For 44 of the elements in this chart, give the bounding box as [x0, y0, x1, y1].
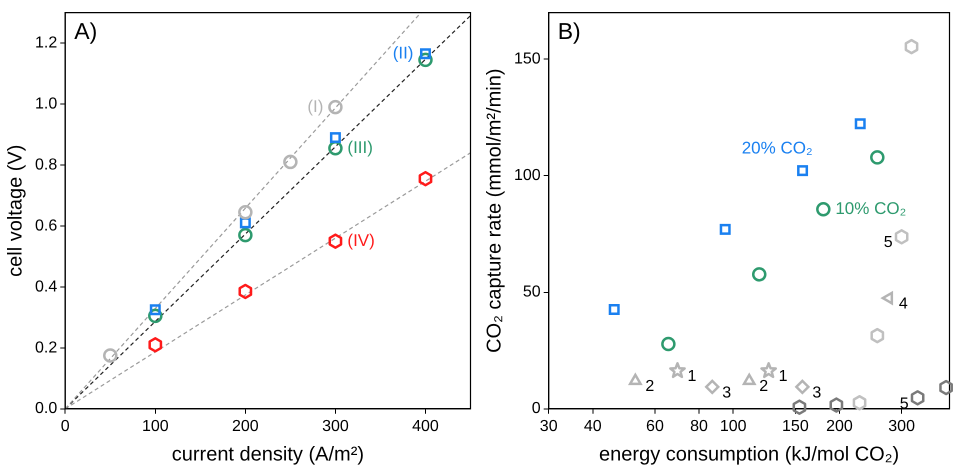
y-axis-title: CO₂ capture rate (mmol/m²/min)	[484, 68, 506, 353]
annotation: 5	[884, 234, 893, 252]
x-tick-label: 40	[584, 418, 602, 435]
series-label: (III)	[347, 138, 373, 157]
series-label: (IV)	[347, 230, 375, 250]
annotation: 1	[687, 368, 696, 386]
y-tick-label: 1.2	[34, 34, 58, 52]
series-label: 20% CO₂	[742, 138, 813, 158]
x-tick-label: 200	[232, 418, 259, 435]
annotation: 3	[722, 384, 732, 402]
x-tick-label: 400	[412, 418, 439, 435]
annotation: 1	[778, 368, 788, 386]
y-tick-label: 150	[514, 50, 541, 68]
x-tick-label: 30	[540, 418, 558, 435]
x-tick-label: 60	[646, 418, 664, 435]
y-tick-label: 0.6	[34, 217, 58, 234]
y-tick-label: 1.0	[34, 95, 58, 112]
series-label: 10% CO₂	[835, 198, 906, 218]
y-tick-label: 0.0	[34, 400, 58, 418]
x-axis-title: energy consumption (kJ/mol CO₂)	[599, 444, 900, 466]
x-axis-title: current density (A/m²)	[172, 444, 364, 466]
y-axis-title: cell voltage (V)	[4, 144, 27, 277]
y-tick-label: 50	[522, 284, 541, 301]
x-tick-label: 300	[322, 418, 349, 435]
y-tick-label: 0.4	[34, 278, 58, 296]
annotation: 2	[645, 378, 654, 396]
x-tick-label: 0	[60, 418, 70, 435]
x-tick-label: 100	[720, 418, 747, 435]
x-tick-label: 80	[690, 418, 708, 435]
annotation: 2	[759, 378, 768, 396]
x-tick-label: 200	[826, 418, 853, 435]
x-tick-label: 300	[888, 418, 916, 435]
x-tick-label: 100	[142, 418, 169, 435]
y-tick-label: 0	[532, 400, 541, 418]
annotation: 3	[812, 384, 822, 402]
annotation: 4	[898, 296, 908, 313]
series-label: (II)	[392, 43, 414, 62]
y-tick-label: 0.2	[34, 339, 58, 356]
annotation: B)	[558, 18, 581, 44]
annotation: A)	[74, 18, 98, 44]
y-tick-label: 100	[514, 167, 541, 184]
series-label: (I)	[307, 96, 324, 116]
y-tick-label: 0.8	[34, 156, 58, 174]
x-tick-label: 150	[782, 418, 809, 435]
